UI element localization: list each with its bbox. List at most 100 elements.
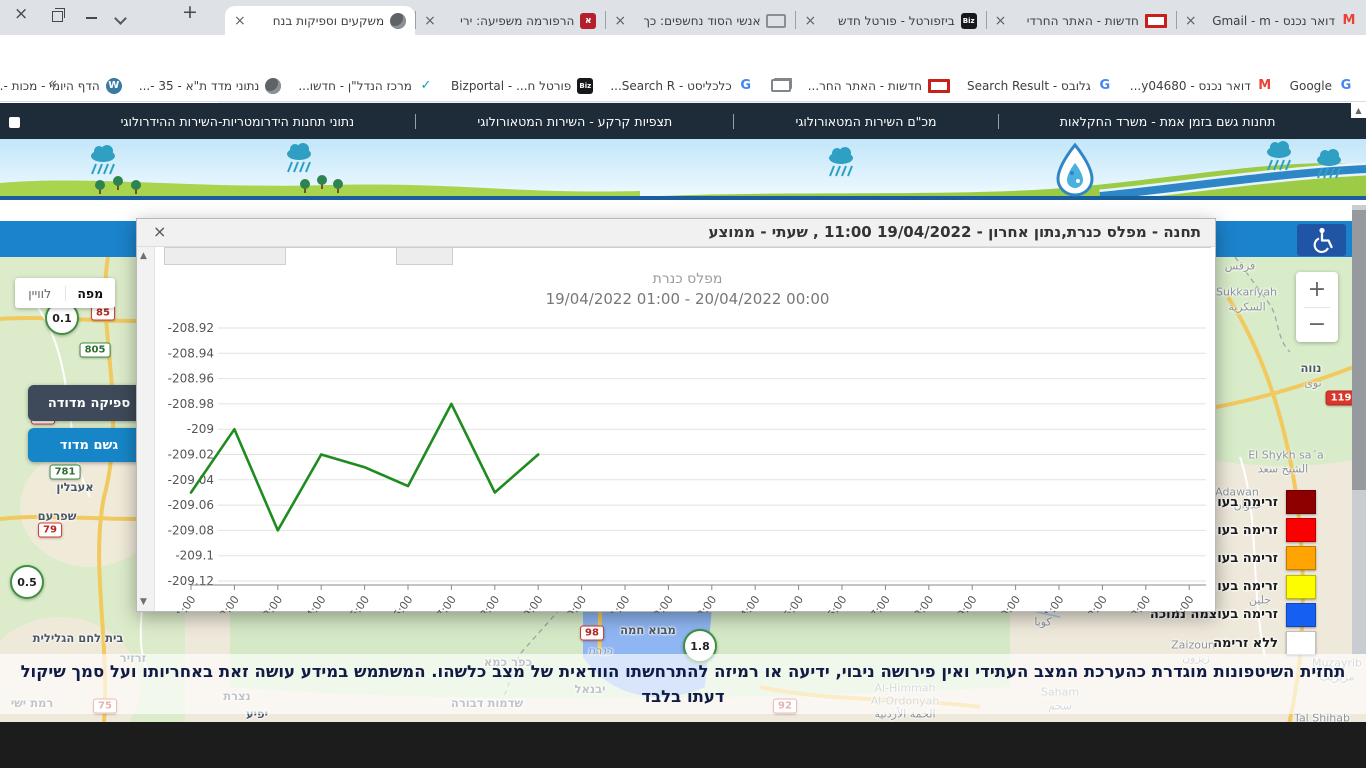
nav-menu-item[interactable]: תחנות גשם בזמן אמת - משרד החקלאות [1059,113,1276,129]
map-type-control: מפה לוויין [15,278,115,308]
station-marker[interactable]: 0.5 [10,565,44,599]
dialog-tab-mid[interactable] [396,248,453,265]
bookmark-item[interactable]: חדשות - האתר החר... [807,78,950,93]
legend-row: ללא זרימה [1150,630,1316,656]
tab-close-icon[interactable]: × [994,12,1007,29]
map-type-map-button[interactable]: מפה [77,285,104,301]
page-scrollbar[interactable] [1352,205,1366,654]
nav-menu-item[interactable]: מכ"ם השירות המטאורולוגי [795,113,937,129]
svg-text:-208.98: -208.98 [168,397,214,411]
nav-menu-item[interactable]: תצפיות קרקע - השירות המטאורולוגי [477,113,673,129]
accessibility-button[interactable] [1297,224,1346,256]
bookmark-item[interactable]: M דואר נכנס - y04680... [1130,78,1273,94]
legend-row: זרימה בעוצ [1150,574,1316,600]
navbar-square-icon[interactable] [9,117,20,128]
svg-text:15:00: 15:00 [777,593,806,613]
zoom-divider [1304,306,1330,308]
map-place-label: السكرية [1228,300,1266,314]
gmail-favicon: M [1258,78,1272,93]
browser-tab[interactable]: א הרפורמה משפיעה: ירי × [415,6,605,35]
tab-search-chevron-icon[interactable] [114,12,127,25]
map-place-label: جلين [1248,593,1272,607]
browser-tab[interactable]: M דואר נכנס - Gmail - m × [1175,6,1366,35]
svg-text:24:00: 24:00 [1168,593,1197,613]
chart-dialog: תחנה - מפלס כנרת,נתון אחרון - 19/04/2022… [136,218,1216,613]
google-favicon: G [740,78,752,93]
tab-close-icon[interactable]: × [1184,12,1197,29]
window-restore-button[interactable] [52,8,65,22]
legend-color-swatch [1286,518,1316,543]
tab-close-icon[interactable]: × [614,12,627,29]
new-tab-button[interactable]: + [182,1,198,23]
tab-label: דואר נכנס - Gmail - m [1212,13,1335,28]
browser-toolbar: ⋮ ★ floods.online/home/map?showConection… [0,35,1366,104]
browser-tab[interactable]: משקעים וספיקות בנח × [224,6,416,35]
bookmark-item[interactable]: G Google [1290,78,1354,94]
svg-text:17:00: 17:00 [864,593,893,613]
map-type-satellite-button[interactable]: לוויין [15,285,66,301]
disclaimer-line1: תחזית השיטפונות מוגדרת כהערכת המצב העתיד… [20,662,1346,681]
map-place-label: l-Sukkariyah [1208,285,1278,299]
measured-flow-button[interactable]: ספיקה מדודה [28,385,150,421]
bookmarks-overflow-chevron[interactable]: « [48,74,58,92]
svg-text:-208.96: -208.96 [168,372,214,386]
legend-color-swatch [1286,574,1316,599]
browser-tab[interactable]: חדשות - האתר החרדי × [985,6,1176,35]
map-place-label: אעבלין [56,480,94,494]
dialog-close-icon[interactable]: × [153,222,167,241]
bookmark-item[interactable] [770,79,791,92]
map-place-label: الشيخ سعد [1257,462,1309,476]
dialog-scroll-up-icon[interactable]: ▲ [140,251,147,261]
legend-color-swatch [1286,631,1316,655]
bookmark-item[interactable]: W הדף היומי - מכות -... [0,77,122,94]
disclaimer-line2: דעתו בלבד [641,687,725,706]
zoom-in-button[interactable]: + [1307,276,1327,302]
legend-label: זרימה בעוצ [1208,579,1278,595]
dialog-scroll-down-icon[interactable]: ▼ [140,597,147,607]
map-place-label: فرقس [1224,259,1256,273]
map-place-label: Adawan [1215,485,1259,499]
browser-tab[interactable]: אנשי הסוד נחשפים: כך × [605,6,795,35]
svg-text:16:00: 16:00 [821,593,850,613]
chart-title: מפלס כנרת [652,271,723,287]
dialog-scrollbar[interactable]: ▲ ▼ [137,247,155,611]
legend-row: זרימה בעוצ [1150,545,1316,571]
browser-tab[interactable]: Biz ביזפורטל - פורטל חדש × [795,6,985,35]
window-minimize-button[interactable] [86,17,97,19]
svg-text:13:00: 13:00 [690,593,719,613]
map-place-label: Zaizoun [1171,638,1215,652]
map-place-label: נווה [1300,361,1322,375]
road-badge: 98 [580,625,604,641]
bookmark-item[interactable]: ✓ מרכז הנדל"ן - חדשו... [298,78,434,94]
svg-text:07:00: 07:00 [430,593,459,613]
road-badge: 781 [49,464,81,480]
dialog-tab-left[interactable] [164,248,286,265]
measured-rain-button[interactable]: גשם מדוד [28,428,150,462]
banner-illustration [0,139,1366,200]
globe-favicon [265,77,282,94]
map-place-label: שפרעם [37,509,77,523]
svg-text:-209.02: -209.02 [168,448,214,462]
map-place-label: عدوان [1233,498,1263,512]
window-close-button[interactable]: × [14,4,29,24]
svg-text:23:00: 23:00 [1124,593,1153,613]
zoom-out-button[interactable]: − [1307,312,1327,338]
bookmark-item[interactable]: G גלובס - Search Result [967,78,1113,94]
tab-close-icon[interactable]: × [233,12,246,29]
bookmark-item[interactable]: G כלכליסט - Search R... [610,78,753,94]
wheelchair-icon [1313,227,1333,253]
page-scrollbar-thumb[interactable] [1352,210,1366,490]
legend-label: זרימה בעוצ [1208,494,1278,510]
tab-close-icon[interactable]: × [424,12,436,29]
bookmark-item[interactable]: נתוני מדד ת"א - 35 -... [139,77,282,94]
svg-text:05:00: 05:00 [343,593,372,613]
svg-text:01:00: 01:00 [170,593,199,613]
google-favicon: G [1099,78,1111,93]
bookmark-item[interactable]: Biz פורטל ח... - Bizportal [451,77,594,94]
nav-menu-item[interactable]: נתוני תחנות הידרומטריות-השירות ההידרולוג… [120,113,355,129]
tab-close-icon[interactable]: × [804,12,817,29]
svg-text:19:00: 19:00 [951,593,980,613]
page-scrollbar-up-arrow[interactable]: ▲ [1351,103,1366,118]
bookmark-label: חדשות - האתר החר... [807,78,922,93]
bookmark-label: מרכז הנדל"ן - חדשו... [298,78,412,93]
